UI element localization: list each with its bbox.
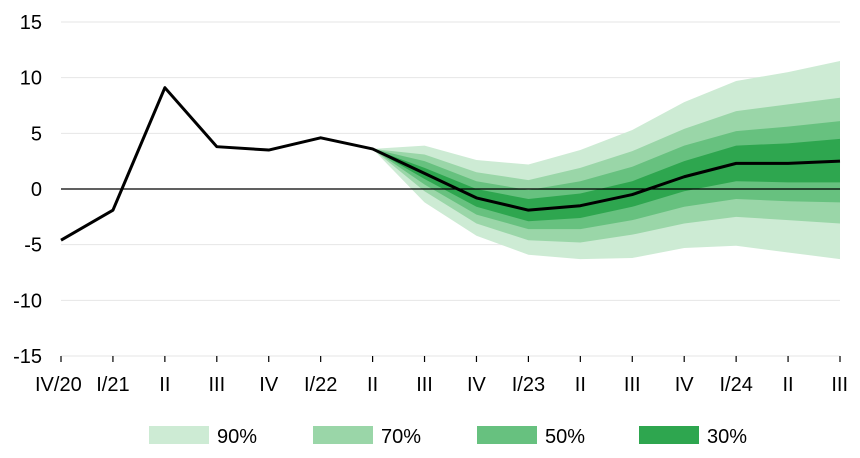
x-tick-label: II — [575, 374, 586, 396]
y-tick-label: -15 — [13, 346, 42, 368]
y-tick-label: 15 — [20, 12, 42, 34]
x-tick-label: IV — [259, 374, 279, 396]
x-tick-label: II — [783, 374, 794, 396]
central-line-group — [60, 86, 841, 242]
x-tick-label: III — [416, 374, 433, 396]
grid-lines — [61, 21, 840, 357]
x-axis-ticks: IV/20 I/21 II III IV I/22 II III IV I/23 II III IV I/… — [35, 356, 848, 396]
central-forecast-line — [60, 86, 841, 242]
legend-swatch — [149, 426, 209, 444]
x-tick-label: II — [159, 374, 170, 396]
y-tick-label: 0 — [31, 179, 42, 201]
legend-swatch — [313, 426, 373, 444]
y-tick-label: -10 — [13, 290, 42, 312]
legend: 90% 70% 50% 30% — [149, 426, 747, 448]
x-tick-label: III — [831, 374, 848, 396]
y-axis-ticks: -15 -10 -5 0 5 10 15 — [13, 12, 42, 368]
x-tick-label: II — [367, 374, 378, 396]
x-tick-label: I/24 — [719, 374, 752, 396]
legend-label: 70% — [381, 426, 421, 448]
y-tick-label: -5 — [24, 235, 42, 257]
x-tick-label: I/23 — [512, 374, 545, 396]
legend-swatch — [477, 426, 537, 444]
fan-bands — [372, 60, 840, 260]
x-tick-label: IV/20 — [35, 374, 82, 396]
legend-swatch — [639, 426, 699, 444]
x-tick-label: III — [624, 374, 641, 396]
x-tick-label: IV — [467, 374, 487, 396]
x-tick-label: I/22 — [304, 374, 337, 396]
x-tick-label: IV — [675, 374, 695, 396]
legend-label: 50% — [545, 426, 585, 448]
legend-label: 90% — [217, 426, 257, 448]
y-tick-label: 10 — [20, 68, 42, 90]
x-tick-label: I/21 — [96, 374, 129, 396]
x-tick-label: III — [208, 374, 225, 396]
y-tick-label: 5 — [31, 123, 42, 145]
legend-label: 30% — [707, 426, 747, 448]
